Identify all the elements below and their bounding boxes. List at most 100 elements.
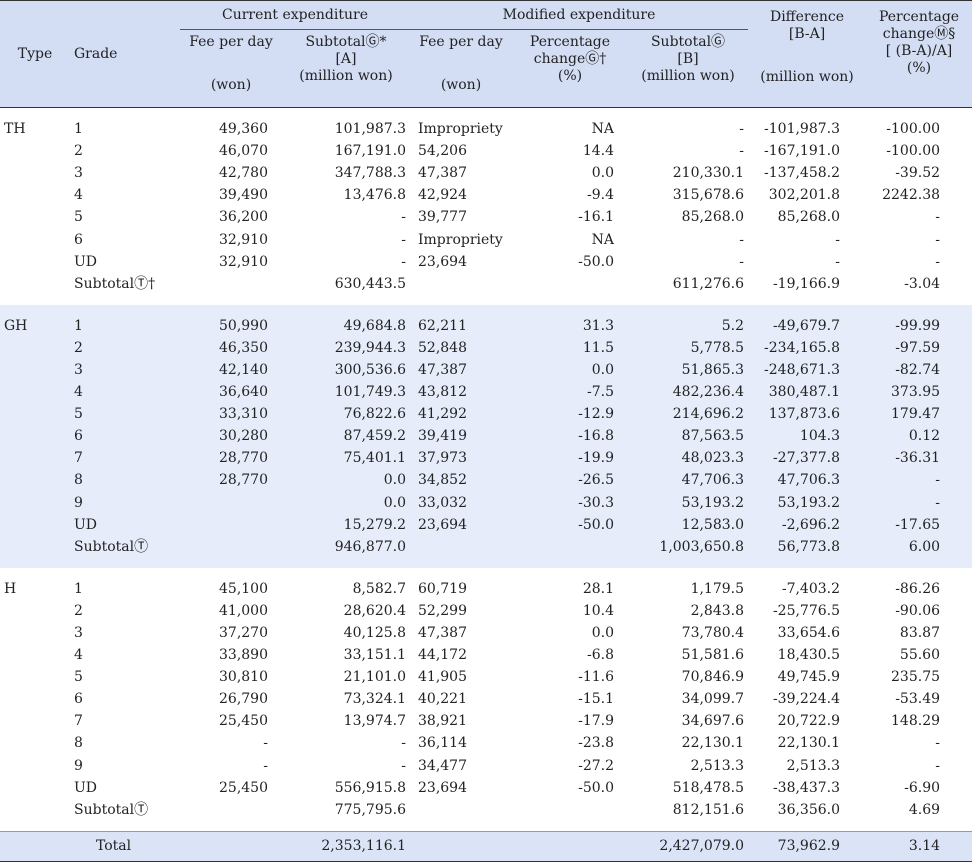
- section-spacer: [0, 557, 972, 568]
- cur-fee-cell: 28,770: [180, 447, 282, 470]
- mod-pct-cell: -6.8: [512, 644, 628, 667]
- grade-cell: 8: [70, 469, 180, 492]
- cur-subtotal-cell: 73,324.1: [282, 688, 410, 711]
- mod-pct-cell: -15.1: [512, 688, 628, 711]
- mod-subtotal-cell: 214,696.2: [628, 403, 749, 426]
- section-spacer: [0, 304, 972, 315]
- header-mod-fee-title: Fee per day: [419, 34, 503, 50]
- header-difference-title: Difference: [769, 9, 845, 25]
- header-cur-fee-unit: (won): [210, 77, 252, 93]
- mod-subtotal-cell: -: [628, 140, 749, 163]
- grade-cell: 4: [70, 184, 180, 207]
- mod-pct-cell: [512, 798, 628, 821]
- difference-cell: -167,191.0: [748, 140, 867, 163]
- cur-fee-cell: 49,360: [180, 118, 282, 141]
- type-cell: [0, 535, 70, 558]
- table-row: UD 32,910-23,694 -50.0- - -: [0, 250, 972, 273]
- header-difference-unit: (million won): [760, 69, 854, 85]
- header-cur-fee: Fee per day (won): [180, 29, 282, 107]
- difference-cell: 104.3: [748, 425, 867, 448]
- mod-pct-cell: 14.4: [512, 140, 628, 163]
- cur-subtotal-cell: 28,620.4: [282, 599, 410, 622]
- table-row: 4 36,640 101,749.3 43,812 -7.5 482,236.4 380,4…: [0, 381, 972, 404]
- section-spacer: [0, 567, 972, 578]
- type-cell: [0, 403, 70, 426]
- difference-cell: 36,356.0: [748, 798, 867, 821]
- grade-cell: 7: [70, 447, 180, 470]
- mod-pct-cell: -11.6: [512, 666, 628, 689]
- difference-cell: -25,776.5: [748, 599, 867, 622]
- mod-fee-cell: 47,387: [410, 621, 512, 645]
- cur-fee-cell: 25,450: [180, 776, 282, 799]
- difference-cell: 2,513.3: [748, 754, 867, 777]
- mod-pct-cell: 0.0: [512, 358, 628, 382]
- mod-pct-cell: -12.9: [512, 403, 628, 426]
- table-row: 9- -34,477 -27.2 2,513.3 2,513.3-: [0, 754, 972, 777]
- mod-pct-cell: -30.3: [512, 491, 628, 514]
- table-row: 8 28,770 0.0 34,852 -26.5 47,706.3 47,706.3-: [0, 469, 972, 492]
- grade-cell: UD: [70, 513, 180, 536]
- mod-subtotal-cell: 210,330.1: [628, 162, 749, 185]
- table-row: 3 42,780 347,788.3 47,387 0.0 210,330.1 -137,4…: [0, 162, 972, 185]
- mod-fee-cell: 34,477: [410, 754, 512, 777]
- cur-subtotal-cell: 775,795.6: [282, 798, 410, 821]
- type-cell: H: [0, 577, 70, 600]
- difference-cell: 137,873.6: [748, 403, 867, 426]
- table-row: 5 30,810 21,101.0 41,905 -11.6 70,846.9 49,745…: [0, 666, 972, 689]
- pct-change-cell: -53.49: [866, 688, 972, 711]
- mod-fee-cell: 42,924: [410, 184, 512, 207]
- cur-fee-cell: [180, 798, 282, 821]
- header-pct-formula: [ (B-A)/A]: [885, 43, 953, 59]
- mod-subtotal-cell: 47,706.3: [628, 469, 749, 492]
- grade-cell: 6: [70, 688, 180, 711]
- header-mod-sub-unit: (million won): [641, 68, 735, 84]
- cur-fee-cell: [180, 272, 282, 295]
- difference-cell: 20,722.9: [748, 710, 867, 733]
- table-row: 5 36,200-39,777 -16.1 85,268.0 85,268.0-: [0, 206, 972, 229]
- mod-pct-cell: [512, 272, 628, 295]
- mod-pct-cell: 11.5: [512, 336, 628, 359]
- mod-subtotal-cell: 22,130.1: [628, 732, 749, 755]
- table-row: 2 46,070 167,191.0 54,206 14.4- -167,191.0 -10…: [0, 140, 972, 163]
- mod-subtotal-cell: -: [628, 118, 749, 141]
- header-difference-formula: [B-A]: [788, 26, 826, 42]
- header-cur-fee-title: Fee per day: [189, 34, 273, 50]
- type-cell: [0, 644, 70, 667]
- grade-cell: 4: [70, 644, 180, 667]
- mod-pct-cell: -23.8: [512, 732, 628, 755]
- header-mod-pct-unit: (%): [557, 68, 583, 84]
- mod-subtotal-cell: -: [628, 250, 749, 273]
- header-cur-sub-a: [A]: [335, 51, 357, 67]
- header-mod-subtotal: SubtotalⒼ [B] (million won): [628, 29, 749, 107]
- mod-pct-cell: -16.8: [512, 425, 628, 448]
- cur-fee-cell: -: [180, 732, 282, 755]
- table-row: 6 32,910- Impropriety NA - - -: [0, 228, 972, 251]
- mod-subtotal-cell: 48,023.3: [628, 447, 749, 470]
- mod-subtotal-cell: 34,697.6: [628, 710, 749, 733]
- total-difference: 73,962.9: [748, 830, 867, 862]
- difference-cell: -248,671.3: [748, 358, 867, 382]
- cur-fee-cell: 46,350: [180, 336, 282, 359]
- mod-fee-cell: Impropriety: [410, 118, 512, 141]
- pct-change-cell: -17.65: [866, 513, 972, 536]
- cur-fee-cell: 25,450: [180, 710, 282, 733]
- cur-fee-cell: 33,890: [180, 644, 282, 667]
- mod-subtotal-cell: 2,843.8: [628, 599, 749, 622]
- cur-subtotal-cell: 76,822.6: [282, 403, 410, 426]
- pct-change-cell: -39.52: [866, 162, 972, 185]
- pct-change-cell: 235.75: [866, 666, 972, 689]
- mod-fee-cell: 23,694: [410, 776, 512, 799]
- table-row: 6 26,790 73,324.1 40,221 -15.1 34,099.7 -39,22…: [0, 688, 972, 711]
- mod-pct-cell: -50.0: [512, 250, 628, 273]
- mod-subtotal-cell: 2,513.3: [628, 754, 749, 777]
- total-mod-subtotal: 2,427,079.0: [628, 830, 749, 862]
- pct-change-cell: -: [866, 250, 972, 273]
- pct-change-cell: -100.00: [866, 118, 972, 141]
- type-cell: [0, 250, 70, 273]
- pct-change-cell: -97.59: [866, 336, 972, 359]
- type-cell: [0, 228, 70, 251]
- table-row: 7 25,450 13,974.7 38,921 -17.9 34,697.6 20,722…: [0, 710, 972, 733]
- table-row: 4 39,490 13,476.8 42,924 -9.4 315,678.6 302,20…: [0, 184, 972, 207]
- header-pct-sub: changeⓂ§: [882, 26, 956, 42]
